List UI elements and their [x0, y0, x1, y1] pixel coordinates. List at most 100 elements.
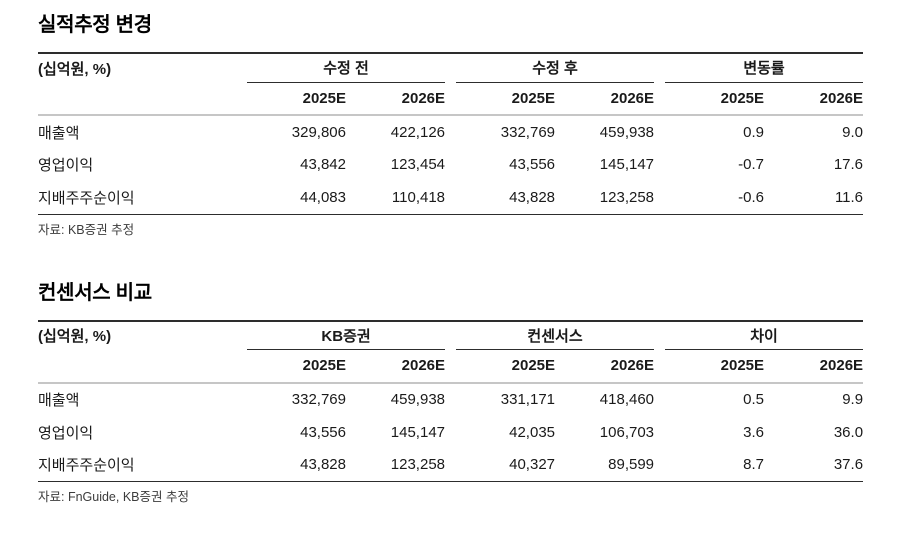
value-cell: 9.9 — [842, 391, 864, 408]
value-cell: 36.0 — [833, 423, 864, 441]
consensus-comparison-table: (십억원, %) KB증권 컨센서스 차이 2025E 2026E 2025E … — [38, 319, 864, 482]
group-header-row: (십억원, %) 수정 전 수정 후 변동률 — [38, 53, 864, 83]
earnings-revision-section: 실적추정 변경 (십억원, %) 수정 전 수정 후 변동률 — [38, 12, 864, 238]
empty-header-cell — [38, 349, 247, 384]
value-cell: 332,769 — [291, 391, 346, 408]
column-gap — [445, 416, 456, 449]
group-header-difference: 차이 — [665, 320, 864, 350]
value-cell: 459,938 — [599, 123, 655, 141]
value-cell: 11.6 — [764, 181, 864, 215]
year-header-row: 2025E 2026E 2025E 2026E 2025E 2026E — [38, 82, 864, 116]
row-label: 지배주주순이익 — [38, 448, 247, 482]
year-header: 2025E — [665, 349, 765, 384]
column-gap — [654, 416, 665, 449]
value-cell: -0.7 — [738, 156, 765, 173]
value-cell: 43,842 — [300, 156, 346, 173]
group-header-after: 수정 후 — [456, 53, 655, 83]
column-gap — [445, 349, 457, 384]
source-note: 자료: FnGuide, KB증권 추정 — [38, 490, 189, 504]
consensus-comparison-title: 컨센서스 비교 — [38, 281, 152, 304]
value-cell: 8.7 — [665, 448, 765, 482]
consensus-comparison-section: 컨센서스 비교 (십억원, %) KB증권 컨센서스 차이 — [38, 280, 864, 506]
value-cell: 329,806 — [291, 123, 346, 141]
year-header: 2026E — [346, 82, 446, 116]
year-header: 2026E — [764, 82, 864, 116]
value-cell: 44,083 — [247, 181, 346, 215]
column-gap — [654, 53, 665, 82]
group-header-before: 수정 전 — [247, 53, 446, 83]
report-page: 실적추정 변경 (십억원, %) 수정 전 수정 후 변동률 — [38, 12, 864, 506]
unit-label: (십억원, %) — [38, 60, 112, 78]
value-cell: 43,828 — [456, 181, 556, 215]
empty-header-cell — [38, 82, 247, 116]
year-header: 2026E — [555, 349, 655, 384]
value-cell: 332,769 — [500, 123, 556, 141]
year-header: 2025E — [247, 349, 346, 384]
value-cell: 42,035 — [509, 423, 556, 441]
table-row-operating-profit: 영업이익 43,556 145,147 42,035 106,703 3.6 3… — [38, 416, 863, 449]
value-cell: 331,171 — [500, 391, 556, 408]
group-header-consensus: 컨센서스 — [456, 320, 655, 350]
earnings-revision-title: 실적추정 변경 — [38, 14, 152, 36]
value-cell: 9.0 — [842, 123, 864, 141]
column-gap — [654, 349, 666, 384]
table-row-net-profit: 지배주주순이익 43,828 123,258 40,327 89,599 8.7… — [38, 448, 864, 482]
column-gap — [445, 82, 457, 116]
table-row-revenue: 매출액 329,806 422,126 332,769 459,938 0.9 … — [38, 115, 863, 148]
column-gap — [445, 448, 457, 482]
column-gap — [654, 321, 665, 350]
year-header: 2026E — [346, 349, 446, 384]
column-gap — [445, 383, 456, 416]
table-row-net-profit: 지배주주순이익 44,083 110,418 43,828 123,258 -0… — [38, 181, 864, 215]
column-gap — [445, 148, 456, 181]
value-cell: 123,258 — [346, 448, 446, 482]
value-cell: 123,454 — [390, 156, 446, 173]
group-header-row: (십억원, %) KB증권 컨센서스 차이 — [38, 320, 864, 350]
value-cell: 0.5 — [743, 391, 765, 408]
value-cell: 37.6 — [764, 448, 864, 482]
year-header: 2025E — [456, 82, 556, 116]
group-header-change: 변동률 — [665, 53, 864, 83]
value-cell: 418,460 — [599, 391, 655, 408]
column-gap — [445, 321, 456, 350]
column-gap — [445, 181, 457, 215]
value-cell: 145,147 — [599, 156, 655, 173]
value-cell: 459,938 — [390, 391, 446, 408]
value-cell: 145,147 — [390, 423, 446, 441]
value-cell: 17.6 — [833, 156, 864, 173]
table-row-operating-profit: 영업이익 43,842 123,454 43,556 145,147 -0.7 … — [38, 148, 863, 181]
value-cell: 89,599 — [555, 448, 655, 482]
column-gap — [654, 383, 665, 416]
table-row-revenue: 매출액 332,769 459,938 331,171 418,460 0.5 … — [38, 383, 863, 416]
value-cell: 422,126 — [390, 123, 446, 141]
value-cell: 40,327 — [456, 448, 556, 482]
row-label: 매출액 — [38, 392, 80, 409]
column-gap — [654, 181, 666, 215]
value-cell: 110,418 — [346, 181, 446, 215]
year-header: 2025E — [456, 349, 556, 384]
value-cell: 43,556 — [300, 423, 346, 441]
value-cell: 0.9 — [743, 123, 765, 141]
value-cell: 3.6 — [743, 423, 765, 441]
value-cell: 106,703 — [599, 423, 655, 441]
value-cell: 43,556 — [509, 156, 556, 173]
row-label: 영업이익 — [38, 424, 94, 442]
group-header-kb: KB증권 — [247, 320, 446, 350]
column-gap — [654, 148, 665, 181]
year-header-row: 2025E 2026E 2025E 2026E 2025E 2026E — [38, 349, 864, 384]
value-cell: 123,258 — [555, 181, 655, 215]
year-header: 2025E — [247, 82, 346, 116]
year-header: 2025E — [665, 82, 765, 116]
year-header: 2026E — [555, 82, 655, 116]
value-cell: 43,828 — [247, 448, 346, 482]
year-header: 2026E — [764, 349, 864, 384]
source-note: 자료: KB증권 추정 — [38, 222, 135, 237]
column-gap — [654, 115, 665, 148]
column-gap — [654, 448, 666, 482]
column-gap — [445, 115, 456, 148]
value-cell: -0.6 — [665, 181, 765, 215]
row-label: 영업이익 — [38, 157, 94, 174]
unit-label: (십억원, %) — [38, 328, 112, 345]
row-label: 지배주주순이익 — [38, 181, 247, 215]
row-label: 매출액 — [38, 124, 80, 142]
